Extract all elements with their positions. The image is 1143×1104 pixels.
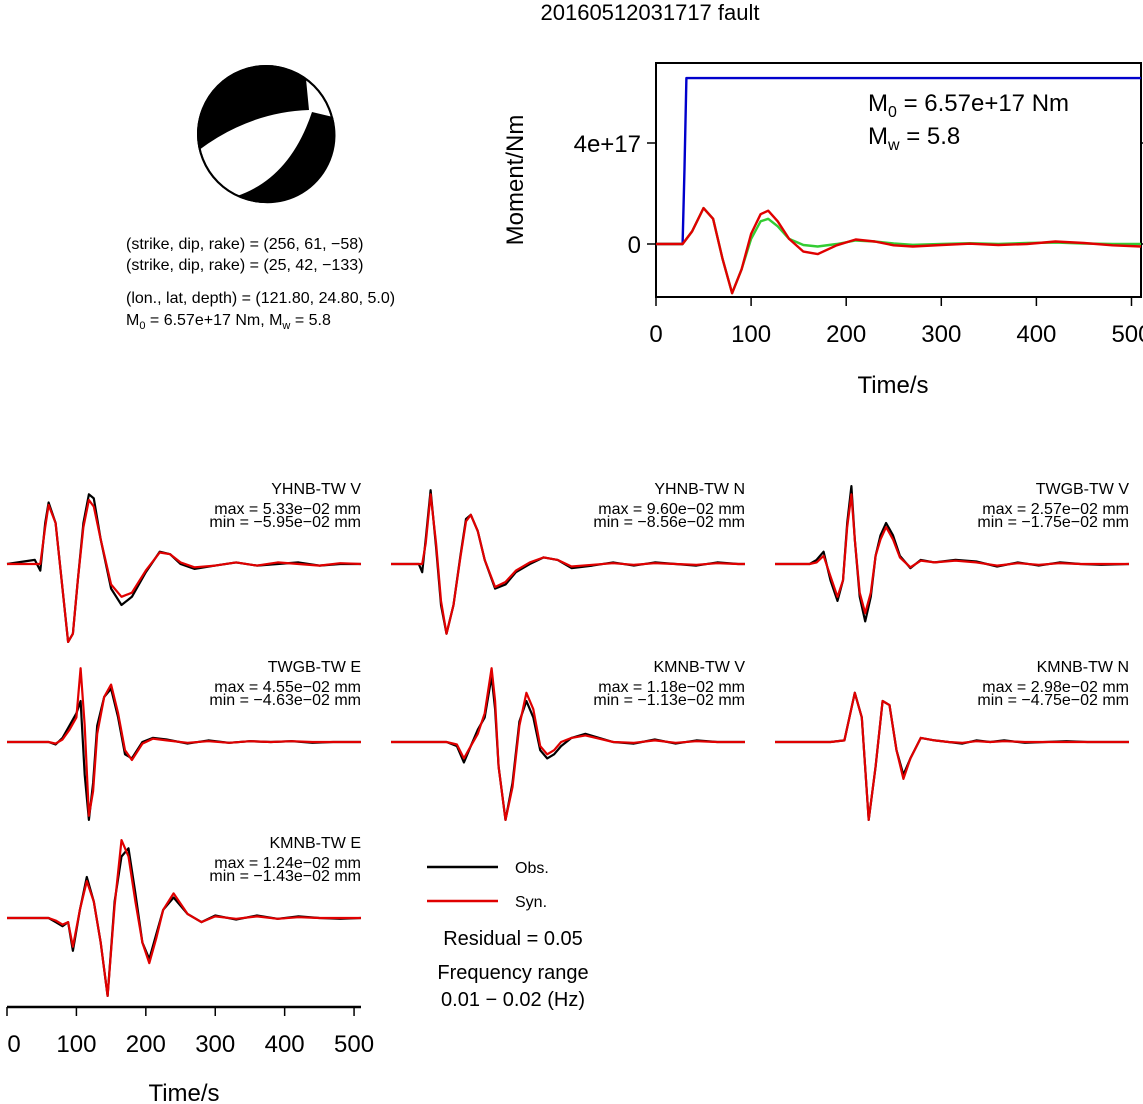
waveform-x-tick-label: 300 xyxy=(195,1031,235,1058)
moment-x-tick-label: 500 xyxy=(1111,321,1143,348)
moment-series-line-3 xyxy=(656,206,1142,295)
trace-min-label: min = −5.95e−02 mm xyxy=(209,514,361,531)
waveform-xlabel: Time/s xyxy=(148,1080,219,1104)
trace-min-label: min = −8.56e−02 mm xyxy=(593,514,745,531)
trace-min-label: min = −1.75e−02 mm xyxy=(977,514,1129,531)
compressional-quadrant-2 xyxy=(237,112,336,204)
beachball xyxy=(197,65,336,204)
synthetic-trace xyxy=(775,691,1129,822)
synthetic-trace xyxy=(7,838,361,998)
trace-station-label: KMNB-TW N xyxy=(1037,659,1129,676)
location-text: (lon., lat, depth) = (121.80, 24.80, 5.0… xyxy=(126,290,395,307)
moment-xlabel: Time/s xyxy=(857,372,928,399)
trace-station-label: YHNB-TW V xyxy=(271,481,361,498)
trace-max-label: max = 4.55e−02 mm xyxy=(214,679,361,696)
moment-y-tick-label: 0 xyxy=(628,232,641,259)
moment-x-tick-label: 200 xyxy=(826,321,866,348)
nodal-plane-1: (strike, dip, rake) = (256, 61, −58) xyxy=(126,236,363,253)
legend-syn-label: Syn. xyxy=(515,894,547,911)
frequency-value: 0.01 − 0.02 (Hz) xyxy=(441,989,585,1011)
trace-station-label: YHNB-TW N xyxy=(654,481,745,498)
synthetic-trace xyxy=(7,667,361,817)
trace-max-label: max = 1.24e−02 mm xyxy=(214,855,361,872)
moment-chart: 010020030040050004e+17 Moment/Nm Time/s … xyxy=(502,62,1143,399)
moment-plot-frame xyxy=(655,62,1142,298)
frequency-title: Frequency range xyxy=(437,962,588,984)
legend-obs-label: Obs. xyxy=(515,860,549,877)
moment-x-tick-label: 400 xyxy=(1016,321,1056,348)
moment-x-tick-label: 100 xyxy=(731,321,771,348)
magnitude-text: M0 = 6.57e+17 Nm, Mw = 5.8 xyxy=(126,312,331,332)
trace-min-label: min = −4.63e−02 mm xyxy=(209,692,361,709)
trace-station-label: TWGB-TW V xyxy=(1036,481,1130,498)
trace-max-label: max = 5.33e−02 mm xyxy=(214,501,361,518)
synthetic-trace xyxy=(7,498,362,644)
moment-m0-label: M0 = 6.57e+17 Nm xyxy=(868,90,1069,121)
trace-max-label: max = 2.98e−02 mm xyxy=(982,679,1129,696)
waveform-x-tick-label: 0 xyxy=(7,1031,20,1058)
observed-trace xyxy=(775,691,1129,822)
moment-x-tick-label: 0 xyxy=(649,321,662,348)
trace-max-label: max = 9.60e−02 mm xyxy=(598,501,745,518)
moment-x-tick-label: 300 xyxy=(921,321,961,348)
trace-min-label: min = −1.13e−02 mm xyxy=(593,692,745,709)
legend: Obs. Syn. Residual = 0.05 Frequency rang… xyxy=(427,860,589,1011)
moment-ylabel: Moment/Nm xyxy=(502,115,529,246)
synthetic-trace xyxy=(391,667,745,822)
waveform-x-tick-label: 200 xyxy=(126,1031,166,1058)
waveform-time-axis: 0 100 200 300 400 500 xyxy=(6,1005,374,1058)
synthetic-trace xyxy=(391,493,745,635)
trace-station-label: KMNB-TW E xyxy=(269,835,361,852)
figure-title: 20160512031717 fault xyxy=(541,0,760,25)
trace-min-label: min = −4.75e−02 mm xyxy=(977,692,1129,709)
waveform-x-tick-label: 100 xyxy=(56,1031,96,1058)
waveform-x-tick-label: 500 xyxy=(334,1031,374,1058)
trace-station-label: TWGB-TW E xyxy=(268,659,361,676)
waveform-x-tick-label: 400 xyxy=(265,1031,305,1058)
nodal-plane-2: (strike, dip, rake) = (25, 42, −133) xyxy=(126,257,363,274)
trace-max-label: max = 2.57e−02 mm xyxy=(982,501,1129,518)
moment-mw-label: Mw = 5.8 xyxy=(868,123,960,154)
synthetic-trace xyxy=(775,493,1129,615)
trace-max-label: max = 1.18e−02 mm xyxy=(598,679,745,696)
moment-y-tick-label: 4e+17 xyxy=(574,131,641,158)
trace-station-label: KMNB-TW V xyxy=(653,659,745,676)
residual-text: Residual = 0.05 xyxy=(443,928,583,950)
trace-min-label: min = −1.43e−02 mm xyxy=(209,868,361,885)
compressional-quadrant-1 xyxy=(197,65,309,150)
